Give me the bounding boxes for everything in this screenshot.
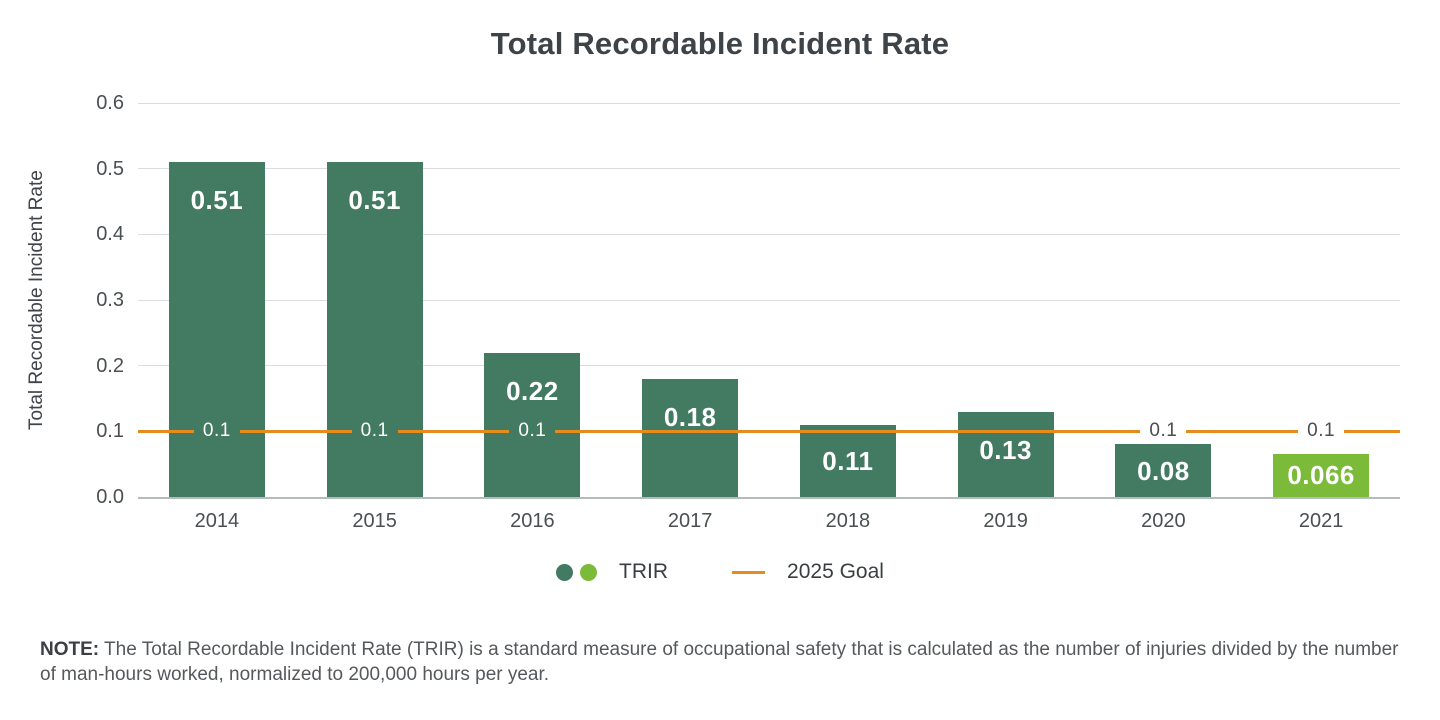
gridline-0.2 <box>138 365 1400 367</box>
x-label-2018: 2018 <box>825 510 871 532</box>
bar-value-label: 0.13 <box>979 434 1032 465</box>
bar-2017: 0.18 <box>642 378 739 497</box>
bar-2015: 0.51 <box>326 162 423 497</box>
bar-2019: 0.13 <box>957 411 1054 497</box>
legend-label-goal: 2025 Goal <box>787 560 884 583</box>
y-axis-ticks: 0.6 0.5 0.4 0.3 0.2 0.1 0.0 <box>56 92 124 508</box>
goal-line-label-2021: 0.1 <box>1298 418 1345 445</box>
legend-label-trir: TRIR <box>619 560 669 583</box>
y-tick-0.0: 0.0 <box>96 486 124 508</box>
bar-value-label: 0.11 <box>822 445 874 476</box>
goal-line-label-2015: 0.1 <box>351 418 398 445</box>
bar-value-label: 0.18 <box>663 401 717 432</box>
bar-value-label: 0.066 <box>1287 460 1355 491</box>
x-axis-labels: 2014 2015 2016 2017 2018 2019 2020 2021 <box>138 510 1400 538</box>
bar-value-label: 0.51 <box>190 185 244 216</box>
y-tick-0.2: 0.2 <box>96 354 124 377</box>
bar-2018: 0.11 <box>799 424 896 497</box>
gridline-0.5 <box>138 168 1400 170</box>
y-tick-0.1: 0.1 <box>96 420 124 443</box>
trir-dark-dot-icon <box>556 563 574 581</box>
bar-2021: 0.066 <box>1273 453 1370 497</box>
legend: TRIR 2025 Goal <box>0 560 1440 584</box>
x-label-2016: 2016 <box>510 510 555 532</box>
x-label-2020: 2020 <box>1141 510 1186 532</box>
y-axis-title: Total Recordable Incident Rate <box>26 170 47 430</box>
x-label-2019: 2019 <box>983 510 1028 532</box>
gridline-0.3 <box>138 299 1400 301</box>
goal-line <box>138 429 1400 433</box>
x-label-2021: 2021 <box>1298 510 1344 532</box>
note-prefix: NOTE: <box>40 639 100 660</box>
legend-item-goal: 2025 Goal <box>732 560 884 584</box>
x-label-2014: 2014 <box>194 510 240 532</box>
bar-2020: 0.08 <box>1115 444 1212 497</box>
goal-line-label-2020: 0.1 <box>1140 418 1187 445</box>
y-tick-0.4: 0.4 <box>96 223 124 246</box>
trir-light-dot-icon <box>580 563 598 581</box>
y-tick-0.6: 0.6 <box>96 92 124 114</box>
legend-item-trir: TRIR <box>556 560 668 584</box>
goal-line-label-2014: 0.1 <box>193 418 240 445</box>
goal-line-swatch-icon <box>732 570 766 574</box>
bar-2014: 0.51 <box>168 162 265 497</box>
note: NOTE: The Total Recordable Incident Rate… <box>40 637 1412 687</box>
note-text: The Total Recordable Incident Rate (TRIR… <box>40 639 1399 685</box>
plot-area: 0.51 0.51 0.22 0.18 0.11 0.13 0.08 0.066 0.1 0.1 0… <box>138 102 1400 499</box>
x-label-2017: 2017 <box>667 510 713 532</box>
bar-value-label: 0.51 <box>348 185 401 216</box>
x-label-2015: 2015 <box>352 510 397 532</box>
gridline-0.4 <box>138 233 1400 235</box>
y-tick-0.3: 0.3 <box>96 289 124 311</box>
goal-line-label-2016: 0.1 <box>509 418 556 445</box>
chart-title: Total Recordable Incident Rate <box>490 26 950 61</box>
y-tick-0.5: 0.5 <box>96 157 124 180</box>
bar-value-label: 0.22 <box>506 375 559 406</box>
gridline-0.6 <box>138 102 1400 104</box>
bar-value-label: 0.08 <box>1137 455 1190 486</box>
